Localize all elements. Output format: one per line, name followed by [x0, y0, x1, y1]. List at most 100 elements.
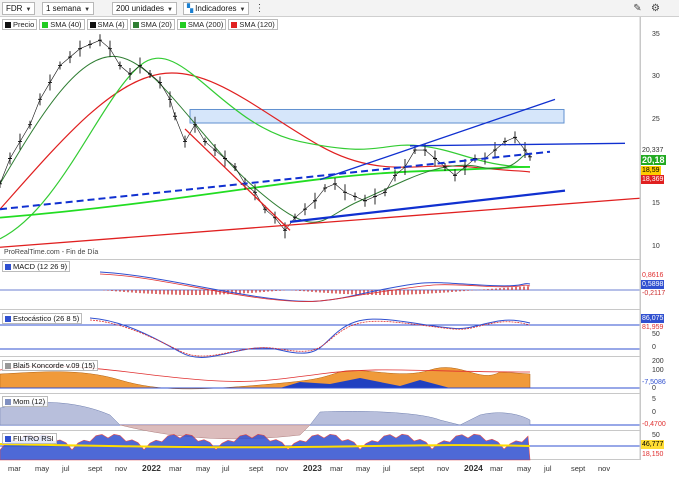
lower-channel-line — [289, 189, 566, 223]
blai5-value: -7,5086 — [642, 379, 666, 386]
blai5-tick-100: 100 — [652, 367, 664, 374]
price-tick: 15 — [652, 200, 660, 207]
price-tag-sma-b: 18,369 — [641, 175, 665, 184]
mom-panel[interactable] — [0, 394, 640, 431]
rsi-value-1: 46,777 — [641, 440, 665, 449]
timeframe-selector[interactable]: 1 semana ▼ — [42, 2, 95, 15]
rsi-value-2: 18,150 — [642, 451, 664, 458]
time-axis-year: 2024 — [464, 463, 483, 473]
time-axis-month: may — [356, 464, 371, 473]
time-axis-year: 2023 — [303, 463, 322, 473]
time-axis-month: jul — [222, 464, 230, 473]
indicators-label: Indicadores — [195, 4, 237, 13]
time-axis-month: may — [35, 464, 50, 473]
blai5-tick-0: 0 — [652, 385, 656, 392]
symbol-label: FDR — [6, 4, 23, 13]
sma-200-line — [0, 166, 531, 219]
mom-swatch — [5, 399, 11, 406]
sma-40-line — [0, 57, 531, 240]
macd-value-2: 0,5898 — [641, 280, 665, 289]
legend-label: SMA (200) — [187, 20, 224, 29]
units-selector[interactable]: 200 unidades ▼ — [112, 2, 177, 15]
dashed-trendline — [0, 150, 551, 211]
rsi-tick-50: 50 — [652, 432, 660, 439]
chevron-down-icon: ▼ — [167, 7, 173, 13]
time-axis-month: mar — [8, 464, 21, 473]
chevron-down-icon: ▼ — [84, 7, 91, 13]
mom-tick-0: 0 — [652, 409, 656, 416]
mom-tick-5: 5 — [652, 396, 656, 403]
macd-panel[interactable] — [0, 260, 640, 310]
chevron-down-icon: ▼ — [25, 7, 32, 13]
time-axis-month: nov — [598, 464, 611, 473]
legend-label: SMA (120) — [239, 20, 275, 29]
symbol-selector[interactable]: FDR ▼ — [2, 2, 36, 15]
mom-positive-area-2 — [309, 411, 531, 426]
legend-swatch — [231, 22, 238, 28]
rsi-label: FILTRO RSI — [2, 433, 57, 444]
red-support-line — [0, 197, 641, 248]
time-axis-month: may — [517, 464, 532, 473]
legend-item[interactable]: SMA (4) — [86, 19, 128, 30]
price-panel[interactable] — [0, 17, 640, 260]
drawing-tools-icon[interactable]: ✎ — [633, 3, 642, 14]
mom-label-text: Mom (12) — [13, 397, 46, 406]
menu-icon[interactable]: ⋮ — [254, 3, 265, 14]
settings-icon[interactable]: ⚙ — [651, 3, 660, 14]
legend-label: SMA (4) — [97, 20, 125, 29]
macd-label-text: MACD (12 26 9) — [13, 262, 68, 271]
chevron-down-icon: ▼ — [239, 7, 246, 13]
blai5-panel[interactable] — [0, 357, 640, 394]
time-axis-month: sept — [88, 464, 103, 473]
stoch-value-2: 81,959 — [642, 324, 664, 331]
stoch-swatch — [5, 316, 11, 323]
time-axis-month: nov — [437, 464, 450, 473]
price-tick: 30 — [652, 73, 660, 80]
price-line — [0, 39, 531, 231]
legend-swatch — [5, 22, 11, 28]
price-legend: Precio SMA (40) SMA (4) SMA (20) SMA (200) SM… — [2, 19, 278, 30]
macd-swatch — [5, 264, 11, 271]
time-axis-month: sept — [410, 464, 425, 473]
red-down-line — [184, 128, 291, 231]
price-tick: 35 — [652, 31, 660, 38]
legend-item[interactable]: SMA (40) — [39, 19, 85, 30]
legend-item[interactable]: SMA (20) — [129, 19, 175, 30]
timeframe-label: 1 semana — [46, 4, 82, 13]
legend-swatch — [132, 22, 139, 28]
rsi-signal-line — [0, 443, 531, 449]
time-axis[interactable]: mar may jul sept nov 2022 mar may jul sept nov 2023… — [0, 460, 640, 501]
resistance-zone — [189, 108, 565, 124]
time-axis-month: may — [196, 464, 211, 473]
legend-item[interactable]: SMA (200) — [176, 19, 227, 30]
legend-label: SMA (20) — [140, 20, 172, 29]
blai5-blue-area — [280, 378, 450, 388]
time-axis-month: mar — [490, 464, 503, 473]
time-axis-month: sept — [249, 464, 264, 473]
indicators-button[interactable]: ▚ Indicadores ▼ — [183, 2, 250, 15]
legend-swatch — [42, 22, 49, 28]
macd-line — [99, 271, 531, 302]
horizontal-resistance-line — [409, 142, 626, 147]
time-axis-month: jul — [62, 464, 70, 473]
watermark: ProRealTime.com - Fin de Día — [4, 249, 99, 256]
stoch-d-line — [89, 319, 531, 357]
stoch-value-1: 86,075 — [641, 314, 665, 323]
legend-item[interactable]: Precio — [2, 19, 38, 30]
blai5-label: Blai5 Koncorde v.09 (15) — [2, 360, 98, 371]
units-label: 200 unidades — [116, 4, 165, 13]
legend-label: SMA (40) — [50, 20, 82, 29]
time-axis-month: jul — [544, 464, 552, 473]
stoch-tick-0: 0 — [652, 344, 656, 351]
macd-signal-line — [99, 273, 531, 302]
toolbar: FDR ▼ 1 semana ▼ 200 unidades ▼ ▚ Indicadore… — [0, 0, 679, 17]
stoch-panel[interactable] — [0, 310, 640, 357]
macd-value-1: 0,8616 — [642, 272, 664, 279]
legend-item[interactable]: SMA (120) — [228, 19, 278, 30]
mom-label: Mom (12) — [2, 396, 49, 407]
time-axis-month: mar — [330, 464, 343, 473]
price-tick: 10 — [652, 243, 660, 250]
legend-label: Precio — [13, 20, 35, 29]
stoch-tick-50: 50 — [652, 331, 660, 338]
